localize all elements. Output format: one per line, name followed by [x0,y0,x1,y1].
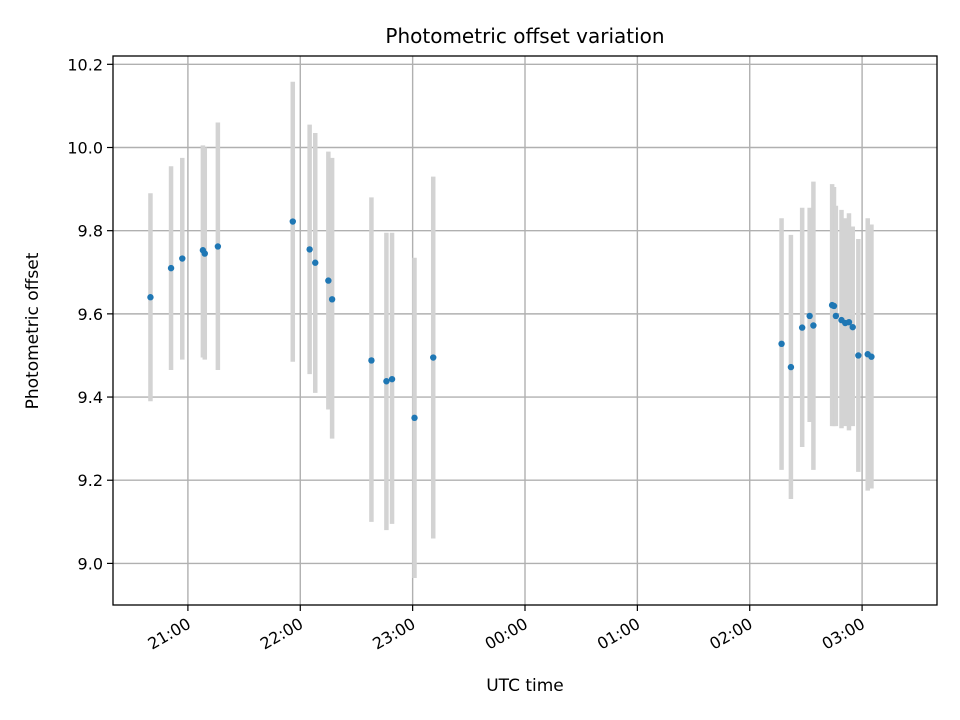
chart-title: Photometric offset variation [385,24,664,48]
y-tick-label: 9.6 [78,305,103,324]
data-point [798,324,806,331]
x-axis-ticks: 21:00 22:00 23:00 00:00 01:00 02:00 03:00 [144,605,868,654]
x-tick-label: 22:00 [257,614,306,654]
y-axis-ticks: 9.0 9.2 9.4 9.6 9.8 10.0 10.2 [67,55,113,573]
data-point [868,353,875,360]
data-point [325,277,332,284]
x-tick-label: 01:00 [594,614,643,654]
data-point [778,340,785,348]
grid [113,56,937,605]
error-bars [148,81,874,578]
y-axis-label: Photometric offset [23,252,43,409]
data-point [328,296,336,303]
data-points [147,218,875,422]
data-point [147,294,154,301]
data-point [388,375,396,383]
y-tick-label: 9.2 [78,471,103,490]
data-point [167,264,175,272]
y-tick-label: 9.8 [78,222,103,241]
x-tick-label: 21:00 [144,614,193,654]
data-point [179,255,186,262]
data-point [855,352,862,359]
data-point [806,312,813,320]
x-axis-label: UTC time [486,676,564,696]
y-tick-label: 10.0 [67,139,103,158]
data-point [214,243,222,250]
x-tick-label: 03:00 [819,614,868,654]
data-point [368,357,375,364]
data-point [845,318,853,326]
data-point [201,250,208,257]
data-point [810,322,817,329]
y-tick-label: 9.4 [78,388,103,407]
data-point [430,354,437,361]
data-point [787,363,795,371]
data-point [832,312,840,320]
x-tick-label: 02:00 [706,614,755,654]
data-point [289,218,296,225]
x-tick-label: 23:00 [369,614,418,654]
y-tick-label: 10.2 [67,55,103,74]
data-point [849,323,856,331]
data-point [383,378,390,385]
data-point [306,246,313,253]
data-point [312,259,319,266]
y-tick-label: 9.0 [78,554,103,573]
data-point [830,302,838,310]
x-tick-label: 00:00 [482,614,531,654]
data-point [411,414,418,422]
